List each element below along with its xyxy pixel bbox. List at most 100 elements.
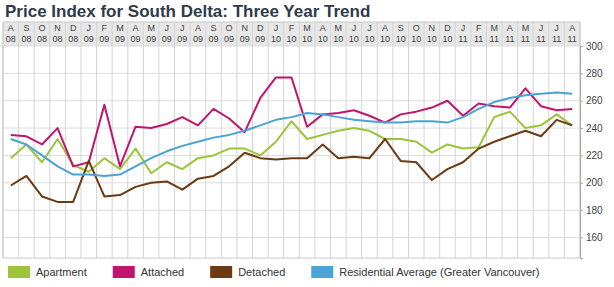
x-tick-label-line: N [241,23,248,33]
y-tick-label: 260 [586,95,603,106]
x-tick-label-line: 10 [333,34,343,44]
x-tick-label-line: 08 [68,34,78,44]
column-divider [564,22,565,258]
x-tick-label: N08 [53,23,63,44]
y-tick: 260 [580,95,603,106]
x-tick-label-line: J [274,23,279,33]
x-tick-label-line: O [38,23,45,33]
x-tick-label: J09 [177,23,187,44]
x-tick-label: M09 [146,23,156,44]
x-tick-label-line: J [352,23,357,33]
y-tick-label: 160 [586,232,603,243]
x-tick-label: M11 [521,23,530,44]
column-divider [470,22,471,258]
y-tick-label: 180 [586,205,603,216]
x-tick-label-line: 09 [255,34,265,44]
x-tick-label-line: D [257,23,264,33]
x-tick-label: M10 [302,23,312,44]
x-tick-label-line: 09 [224,34,234,44]
x-tick-label: D10 [442,23,452,44]
y-tick-label: 240 [586,123,603,134]
column-divider [236,22,237,258]
x-tick-label-line: M [490,23,498,33]
header-band [3,22,580,46]
x-tick-label-line: 11 [552,34,561,44]
column-divider [424,22,425,258]
x-tick-label: J11 [458,23,467,44]
x-tick-label: N09 [240,23,250,44]
title: Price Index for South Delta: Three Year … [5,2,370,21]
y-tick-label: 220 [586,150,603,161]
x-tick-label-line: 11 [458,34,467,44]
x-tick-label-line: 08 [21,34,31,44]
x-tick-label-line: 11 [568,34,577,44]
x-tick-label-line: S [398,23,404,33]
x-tick-label-line: D [70,23,77,33]
x-tick-label-line: O [226,23,233,33]
x-tick-label-line: 10 [271,34,281,44]
grid-line [3,182,580,183]
x-grid [3,22,580,258]
x-tick-label: A09 [131,23,141,44]
x-tick-label-line: 10 [364,34,374,44]
legend-swatch [8,266,30,278]
x-tick-label-line: A [382,23,388,33]
x-tick-label-line: 09 [240,34,250,44]
x-tick-label-line: J [539,23,544,33]
y-tick-mark [580,210,583,211]
x-tick-label: J10 [364,23,374,44]
y-tick-mark [580,128,583,129]
x-tick-label: D09 [255,23,265,44]
x-tick-label-line: M [147,23,155,33]
x-tick-label-line: 09 [162,34,172,44]
y-tick-mark [580,155,583,156]
x-tick-label-line: 11 [536,34,545,44]
column-divider [18,22,19,258]
x-tick-label: J09 [84,23,94,44]
x-tick-label-line: A [195,23,201,33]
x-tick-label-line: A [507,23,513,33]
column-divider [96,22,97,258]
y-tick: 220 [580,150,603,161]
x-tick-label-line: J [367,23,372,33]
column-divider [80,22,81,258]
x-tick-label: J10 [271,23,281,44]
x-tick-label: N10 [427,23,437,44]
x-tick-label-line: S [211,23,217,33]
x-tick-label: J11 [536,23,545,44]
x-tick-label: A10 [318,23,328,44]
grid-line [3,210,580,211]
y-axis: 160180200220240260280300 [580,41,603,259]
column-divider [49,22,50,258]
x-tick-label-line: J [87,23,92,33]
column-divider [283,22,284,258]
y-tick-mark [580,46,583,47]
x-tick-label-line: 10 [286,34,296,44]
x-tick-label-line: 08 [37,34,47,44]
x-tick-label-line: 10 [427,34,437,44]
column-divider [314,22,315,258]
y-tick-label: 300 [586,41,603,52]
y-tick: 300 [580,41,603,52]
series-lines [11,77,572,201]
x-tick-label: J10 [349,23,359,44]
column-divider [158,22,159,258]
legend-label: Detached [238,266,285,278]
y-tick: 160 [580,232,603,243]
x-tick-label-line: 11 [521,34,530,44]
x-tick-label-line: F [289,23,295,33]
x-tick-label: A11 [568,23,577,44]
x-tick-label-line: M [522,23,530,33]
y-tick: 180 [580,205,603,216]
x-tick-label: M11 [490,23,499,44]
x-tick-label: D08 [68,23,78,44]
legend-label: Apartment [36,266,87,278]
legend-label: Attached [141,266,184,278]
x-tick-label-line: 09 [177,34,187,44]
x-tick-label-line: A [133,23,139,33]
series-line [11,120,572,202]
x-tick-label-line: O [413,23,420,33]
x-tick-label: A10 [380,23,390,44]
x-tick-label-line: M [116,23,124,33]
x-tick-label-line: 09 [146,34,156,44]
